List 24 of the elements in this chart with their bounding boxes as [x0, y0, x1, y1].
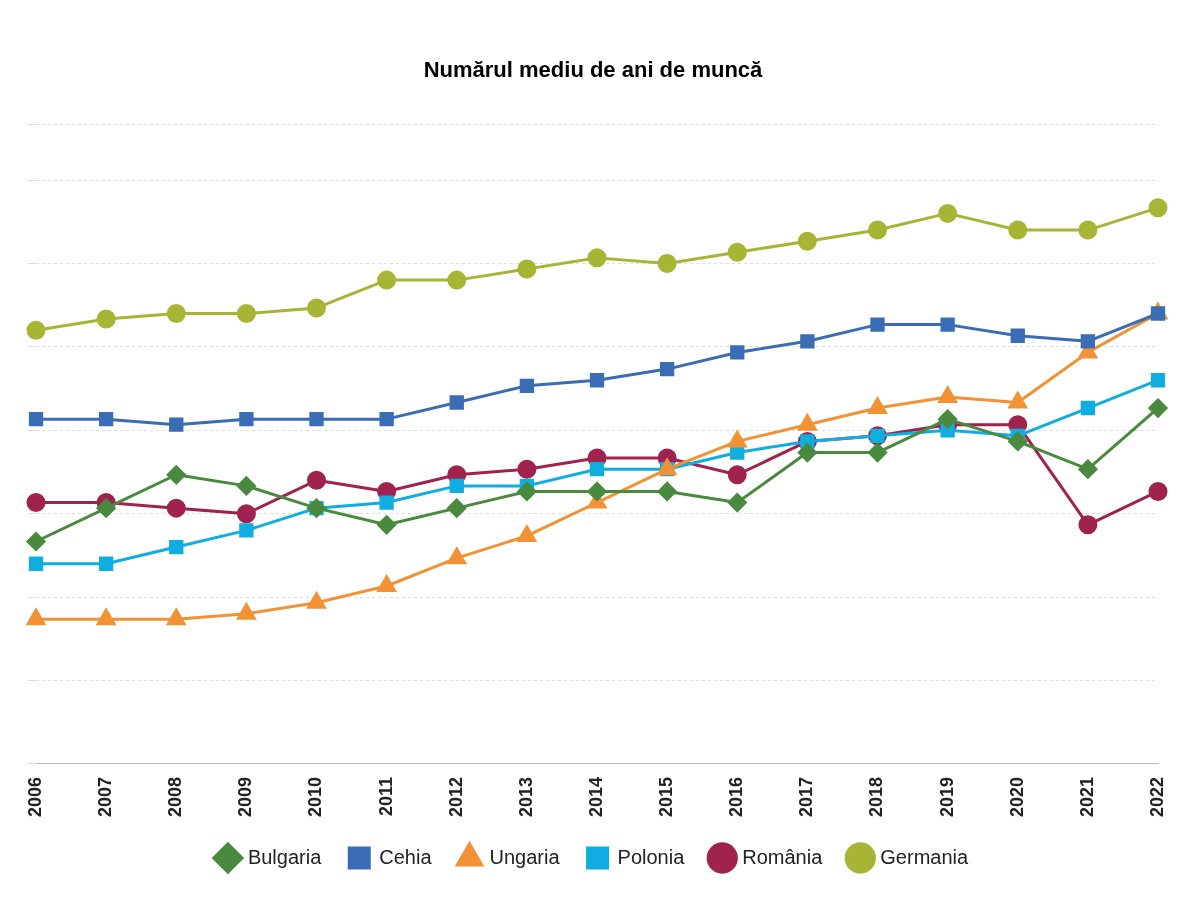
- x-tick-label: 2017: [796, 776, 817, 817]
- chart-title: Numărul mediu de ani de muncă: [423, 57, 764, 83]
- x-tick-label: 2015: [656, 776, 677, 817]
- x-tick-label: 2018: [866, 776, 887, 817]
- x-tick-label: 2006: [24, 776, 45, 817]
- legend-label: Germania: [880, 845, 969, 868]
- x-tick-label: 2020: [1006, 776, 1027, 817]
- legend-label: Polonia: [617, 845, 686, 868]
- x-tick-label: 2019: [936, 776, 957, 817]
- legend-label: Cehia: [379, 845, 433, 868]
- legend-label: România: [742, 845, 824, 868]
- x-tick-label: 2013: [515, 776, 536, 817]
- legend-label: Bulgaria: [247, 845, 323, 868]
- x-tick-label: 2012: [445, 776, 466, 817]
- x-tick-label: 2007: [95, 776, 116, 817]
- x-tick-label: 2022: [1146, 776, 1167, 817]
- x-tick-label: 2021: [1076, 776, 1097, 817]
- x-tick-label: 2009: [235, 776, 256, 817]
- legend-label: Ungaria: [489, 845, 561, 868]
- x-tick-label: 2011: [375, 776, 396, 817]
- x-tick-label: 2010: [305, 776, 326, 817]
- x-tick-label: 2014: [585, 776, 606, 817]
- x-tick-label: 2016: [726, 776, 747, 817]
- x-tick-label: 2008: [165, 776, 186, 817]
